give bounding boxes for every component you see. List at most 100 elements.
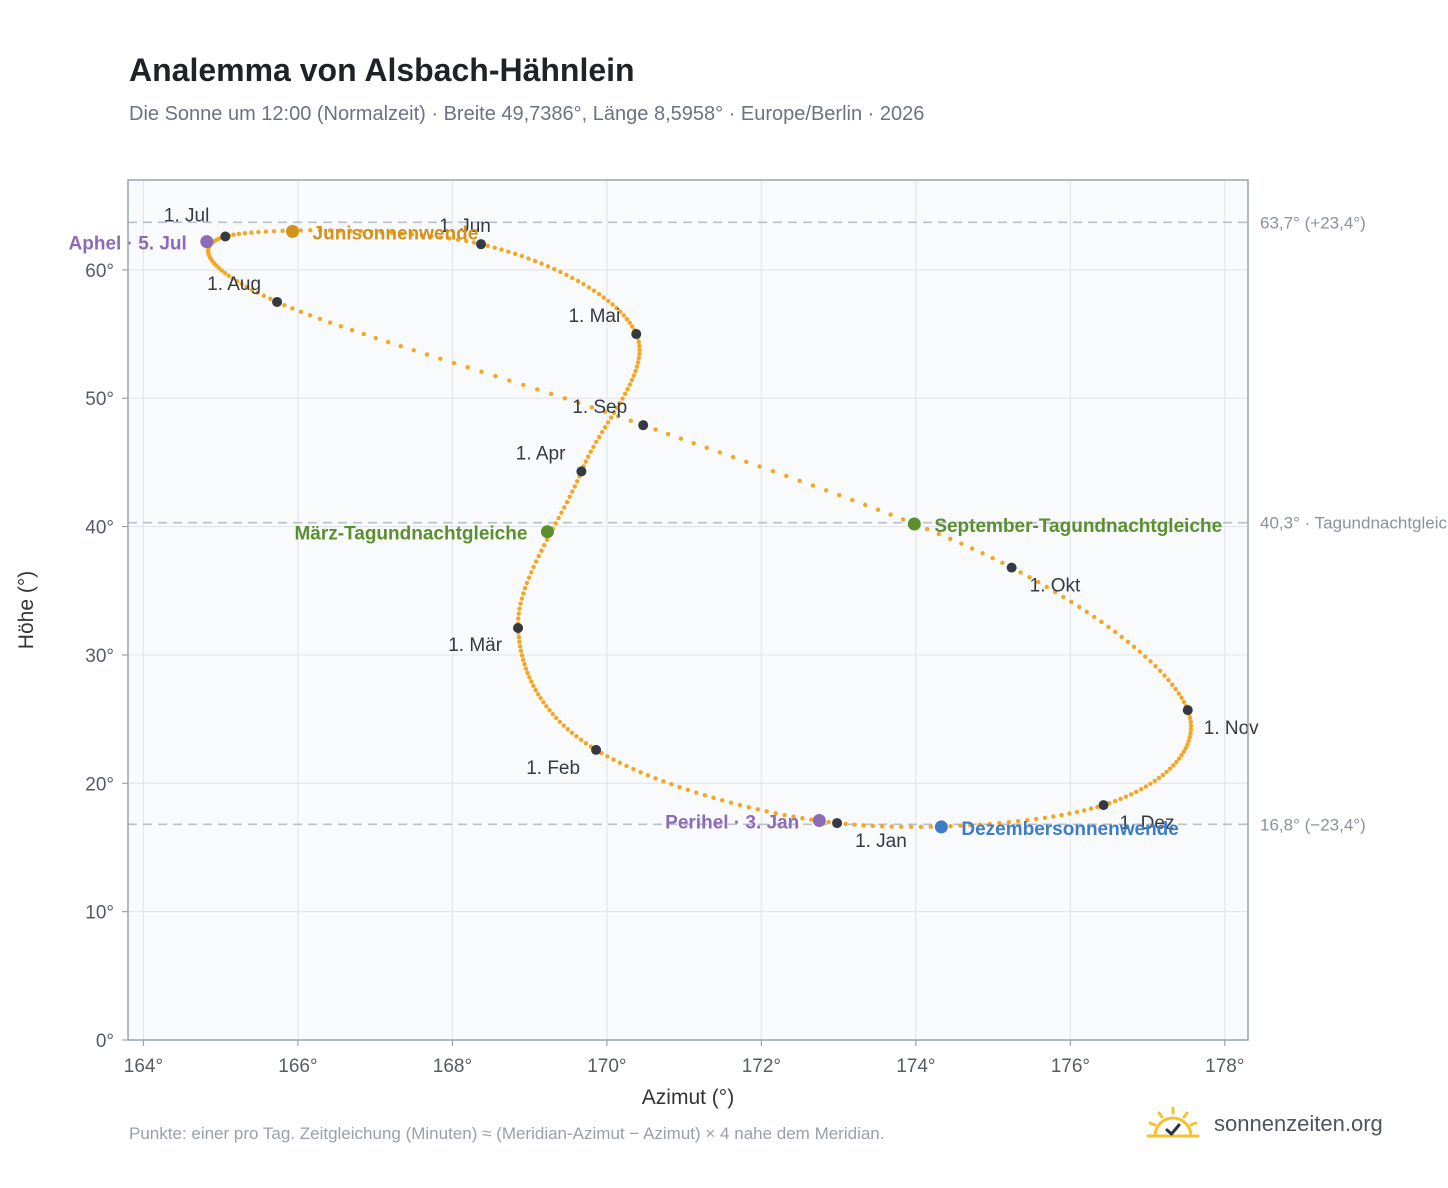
day-point	[589, 405, 595, 410]
special-marker	[934, 820, 948, 834]
day-point	[1134, 789, 1139, 794]
day-point	[990, 555, 995, 561]
day-point	[1173, 686, 1178, 692]
day-point	[261, 293, 267, 298]
day-point	[556, 515, 561, 521]
month-marker	[832, 818, 843, 829]
day-point	[249, 230, 254, 235]
sun-check-logo-icon	[1146, 1106, 1200, 1138]
day-point	[1052, 589, 1058, 595]
day-point	[1099, 619, 1104, 625]
day-point	[479, 369, 484, 374]
y-tick-label: 40°	[85, 518, 114, 539]
brand[interactable]: sonnenzeiten.org	[1146, 1104, 1383, 1144]
day-point	[368, 229, 374, 234]
day-point	[591, 288, 597, 293]
day-point	[570, 275, 575, 281]
day-point	[230, 276, 235, 281]
day-point	[1181, 699, 1187, 705]
day-point	[1051, 814, 1056, 819]
day-point	[1162, 673, 1167, 678]
month-label: 1. Jan	[855, 831, 907, 852]
day-point	[349, 327, 355, 333]
axes: 164° 166° 168° 170° 172° 174° 176° 178° 0° 10° 20°…	[85, 261, 1244, 1077]
day-point	[1025, 817, 1030, 823]
day-point	[565, 726, 570, 732]
day-point	[234, 278, 240, 284]
x-axis-label: Azimut (°)	[642, 1086, 734, 1109]
day-point	[517, 606, 522, 611]
day-point	[617, 760, 623, 766]
day-point	[665, 431, 671, 437]
day-point	[596, 434, 602, 440]
day-point	[541, 700, 546, 705]
day-point	[1076, 604, 1082, 610]
day-point	[317, 228, 323, 233]
day-point	[980, 551, 985, 556]
footnote: Punkte: einer pro Tag. Zeitgleichung (Mi…	[129, 1124, 885, 1143]
day-point	[1125, 639, 1131, 645]
day-point	[569, 730, 575, 736]
day-point	[631, 766, 636, 772]
day-point	[677, 784, 682, 790]
day-point	[527, 675, 532, 680]
day-point	[605, 754, 610, 759]
day-point	[538, 696, 543, 701]
day-point	[625, 387, 630, 392]
month-label: 1. Jun	[439, 216, 491, 237]
day-point	[348, 228, 353, 234]
day-point	[685, 787, 691, 793]
day-point	[558, 269, 563, 275]
day-point	[438, 356, 443, 361]
day-point	[624, 316, 630, 322]
day-point	[720, 798, 725, 803]
day-point	[327, 320, 333, 325]
day-point	[518, 648, 524, 654]
day-point	[451, 360, 457, 366]
day-point	[1157, 668, 1163, 674]
special-marker	[907, 517, 921, 531]
day-point	[216, 265, 222, 271]
month-label: 1. Nov	[1204, 718, 1259, 739]
day-point	[557, 719, 563, 724]
day-point	[610, 302, 615, 307]
day-point	[678, 436, 684, 441]
day-point	[1148, 781, 1153, 786]
day-point	[852, 822, 857, 827]
day-point	[562, 505, 567, 510]
day-point	[797, 478, 802, 483]
day-point	[661, 779, 666, 784]
month-label: 1. Feb	[526, 758, 580, 779]
day-point	[516, 611, 521, 616]
day-point	[773, 811, 778, 816]
day-point	[627, 382, 633, 387]
y-tick-label: 0°	[96, 1031, 114, 1052]
special-label: Dezembersonnenwende	[961, 819, 1179, 840]
day-point	[290, 306, 295, 311]
day-point	[636, 355, 642, 361]
x-tick-label: 168°	[433, 1056, 472, 1077]
day-point	[636, 339, 641, 344]
day-point	[588, 449, 593, 454]
day-point	[529, 570, 534, 575]
day-point	[1171, 763, 1176, 768]
day-point	[1179, 695, 1184, 700]
day-point	[522, 585, 528, 591]
month-marker	[631, 329, 642, 340]
day-point	[389, 230, 395, 236]
day-point	[531, 683, 536, 689]
day-point	[968, 823, 973, 828]
day-point	[373, 335, 378, 341]
x-tick-label: 174°	[896, 1056, 935, 1077]
day-point	[1152, 778, 1157, 784]
day-point	[398, 343, 403, 349]
day-point	[570, 489, 575, 494]
day-point	[611, 757, 616, 762]
day-point	[1018, 570, 1023, 575]
day-point	[361, 331, 366, 337]
day-point	[900, 517, 906, 522]
day-point	[525, 670, 530, 676]
y-axis-label: Höhe (°)	[15, 571, 38, 649]
day-point	[1128, 792, 1134, 797]
